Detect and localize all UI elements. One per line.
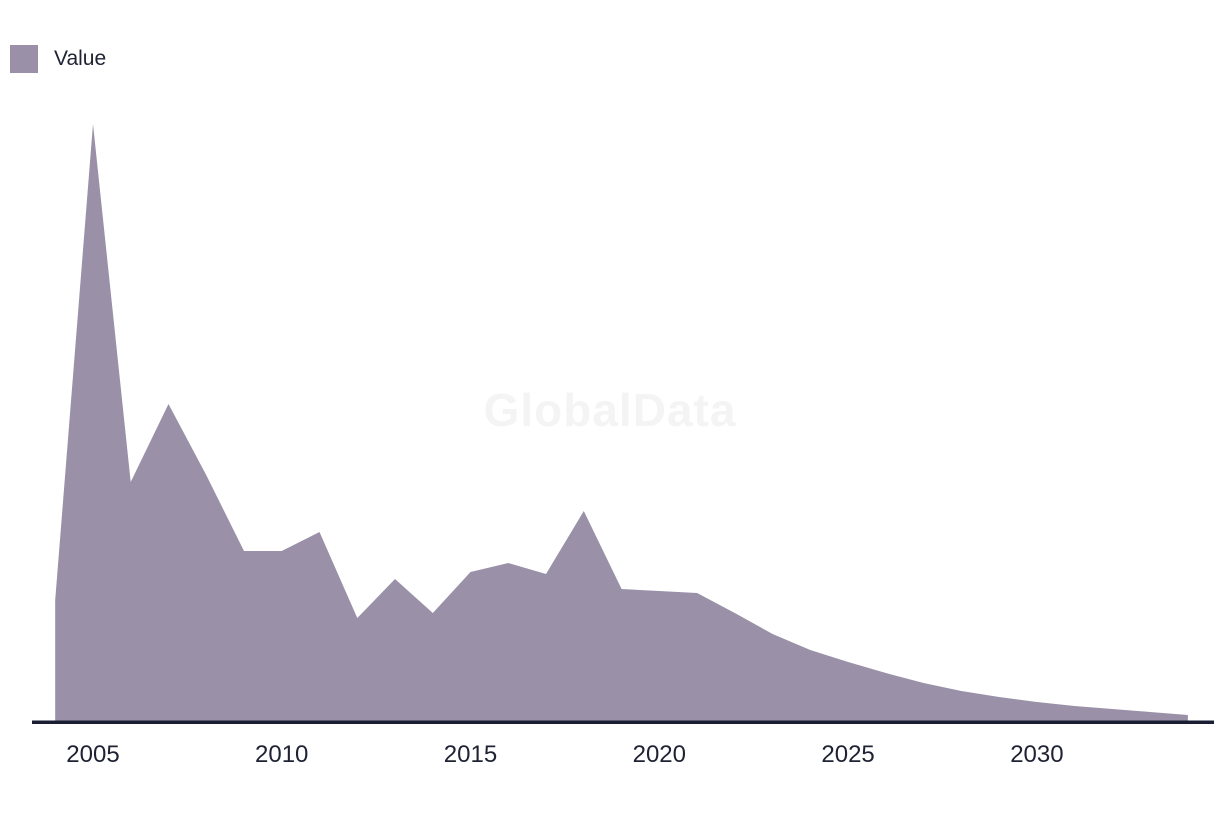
x-tick-label-2030: 2030 — [1010, 741, 1063, 768]
x-axis-tick-labels: 2005 2010 2015 2020 2025 2030 — [66, 741, 1063, 768]
legend-item-value[interactable]: Value — [10, 45, 106, 73]
legend-swatch-icon — [10, 45, 38, 73]
x-tick-label-2020: 2020 — [633, 741, 686, 768]
x-axis-line — [32, 720, 1214, 724]
x-tick-label-2005: 2005 — [66, 741, 119, 768]
area-series-value[interactable] — [55, 124, 1188, 721]
legend-label: Value — [54, 47, 107, 70]
watermark-text: GlobalData — [483, 384, 737, 436]
x-tick-label-2015: 2015 — [444, 741, 497, 768]
x-tick-label-2025: 2025 — [821, 741, 874, 768]
x-tick-label-2010: 2010 — [255, 741, 308, 768]
